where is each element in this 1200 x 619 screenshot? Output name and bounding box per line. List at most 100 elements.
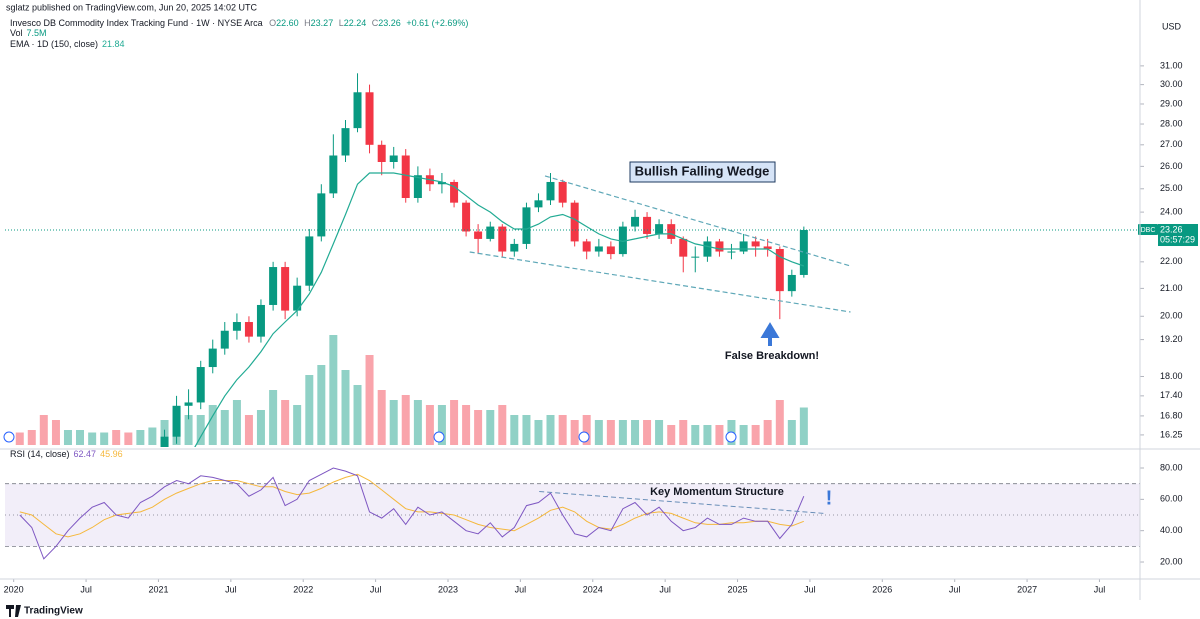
momentum-label: Key Momentum Structure: [650, 486, 784, 498]
volume-bar: [401, 395, 410, 445]
candle-body: [486, 226, 495, 239]
volume-bar: [281, 400, 290, 445]
volume-bar: [631, 420, 640, 445]
candle-body: [317, 193, 326, 237]
breakdown-label: False Breakdown!: [725, 350, 819, 362]
rsi-tick-label: 40.00: [1160, 525, 1183, 535]
volume-bar: [437, 405, 446, 445]
wedge-label: Bullish Falling Wedge: [635, 163, 770, 178]
volume-bar: [365, 355, 374, 445]
currency: USD: [1162, 21, 1182, 31]
volume-bar: [75, 430, 84, 445]
volume-bar: [498, 405, 507, 445]
published-note: sglatz published on TradingView.com, Jun…: [6, 2, 257, 12]
volume-bar: [667, 425, 676, 445]
volume-bar: [570, 420, 579, 445]
vol-label: Vol: [10, 28, 23, 38]
volume-bar: [88, 432, 97, 445]
dividend-icon: [578, 431, 590, 443]
candle-body: [498, 226, 507, 252]
change: +0.61 (+2.69%): [406, 18, 468, 28]
candle-body: [474, 231, 483, 239]
symbol-tag-text: DBC: [1141, 227, 1156, 234]
candle-body: [353, 92, 362, 129]
candle-body: [160, 436, 169, 447]
volume-bar: [703, 425, 712, 445]
wedge-label-box: [629, 161, 776, 183]
x-tick-label: Jul: [804, 584, 816, 594]
candle-body: [281, 267, 290, 311]
candle-body: [196, 367, 205, 403]
candle-body: [570, 202, 579, 242]
wedge-trendline: [469, 251, 851, 313]
volume-bar: [799, 407, 808, 445]
volume-bar: [27, 430, 36, 445]
candle-body: [727, 251, 736, 253]
candle-body: [715, 241, 724, 252]
candle-body: [401, 155, 410, 199]
x-tick-label: Jul: [80, 584, 92, 594]
dividend-icon: [433, 431, 445, 443]
volume-bar: [353, 385, 362, 445]
o-value: 22.60: [276, 18, 299, 28]
x-tick-label: 2022: [293, 584, 313, 594]
y-tick-label: 28.00: [1160, 118, 1183, 128]
symbol-legend: Invesco DB Commodity Index Tracking Fund…: [10, 18, 468, 28]
volume-bar: [787, 420, 796, 445]
candle-body: [751, 241, 760, 247]
candle-body: [546, 181, 555, 201]
x-tick-label: Jul: [370, 584, 382, 594]
volume-bar: [196, 415, 205, 445]
rsi-layer: [5, 467, 1140, 560]
x-tick-label: 2023: [438, 584, 458, 594]
volume-bar: [220, 410, 229, 445]
candle-body: [679, 238, 688, 257]
volume-bar: [606, 420, 615, 445]
ema-value: 21.84: [102, 39, 125, 49]
c-label: C: [372, 18, 379, 28]
y-tick-label: 21.00: [1160, 283, 1183, 293]
rsi-label: RSI (14, close): [10, 449, 70, 459]
rsi-tick-label: 20.00: [1160, 556, 1183, 566]
vol-value: 7.5M: [27, 28, 47, 38]
rsi-ma-value: 45.96: [100, 449, 123, 459]
candle-body: [703, 241, 712, 257]
candle-body: [269, 267, 278, 305]
axes: 31.00 30.00 29.00 28.00 27.00 26.00 25.00 24.00…: [4, 60, 1198, 594]
volume-bar: [679, 420, 688, 445]
x-tick-label: Jul: [1094, 584, 1106, 594]
candle-body: [462, 202, 471, 232]
rsi-tick-label: 80.00: [1160, 462, 1183, 472]
candle-body: [631, 216, 640, 227]
candle-body: [184, 402, 193, 406]
y-tick-label: 16.25: [1160, 429, 1183, 439]
x-tick-label: Jul: [515, 584, 527, 594]
wedge-trendline: [544, 175, 851, 267]
candle-body: [643, 216, 652, 234]
volume-bar: [256, 410, 265, 445]
l-value: 22.24: [344, 18, 367, 28]
volume-bar: [329, 335, 338, 445]
candle-body: [763, 246, 772, 249]
volume-bar: [462, 405, 471, 445]
x-tick-label: Jul: [659, 584, 671, 594]
l-label: L: [339, 18, 344, 28]
rsi-ma-line: [19, 473, 804, 538]
volume-bar: [51, 420, 60, 445]
dividend-icon: [725, 431, 737, 443]
volume-bar: [522, 415, 531, 445]
volume-bar: [208, 405, 217, 445]
volume-bar: [474, 410, 483, 445]
y-tick-label: 24.00: [1160, 206, 1183, 216]
y-tick-label: 26.00: [1160, 161, 1183, 171]
candle-body: [305, 236, 314, 286]
h-value: 23.27: [311, 18, 334, 28]
candle-body: [413, 175, 422, 199]
price-tag-countdown: 05:57:29: [1160, 234, 1195, 244]
candle-body: [691, 256, 700, 258]
candle-body: [510, 243, 519, 252]
volume-bar: [39, 415, 48, 445]
volume-bar: [305, 375, 314, 445]
volume-bar: [763, 420, 772, 445]
y-tick-label: 30.00: [1160, 79, 1183, 89]
